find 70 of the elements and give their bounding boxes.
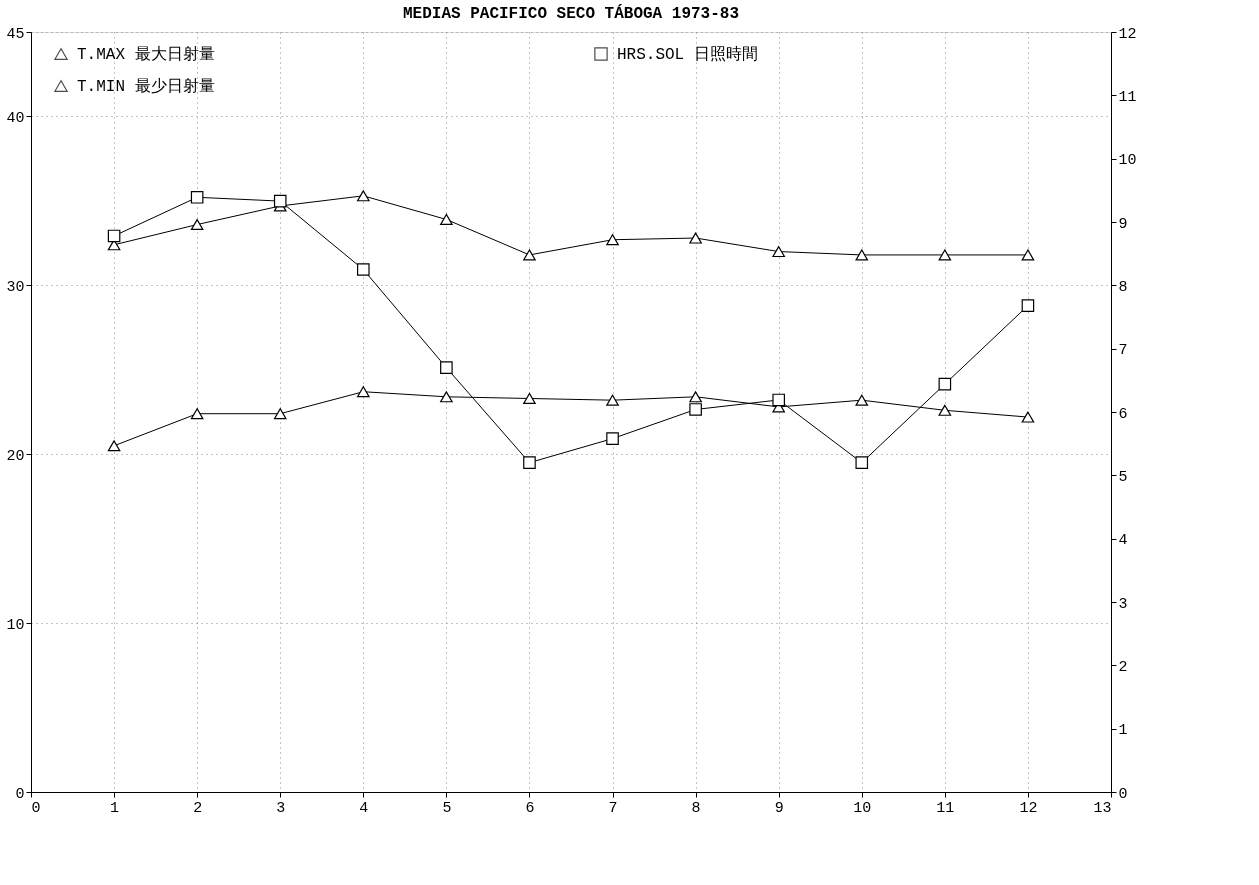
y2-tick-label: 6 [1118,405,1128,423]
point [938,404,952,416]
legend-label: HRS.SOL 日照時間 [617,45,758,64]
point [190,408,204,420]
point [190,191,204,204]
point [357,190,370,202]
y2-tick-label: 7 [1118,342,1128,360]
point [689,403,702,416]
x-tick-label: 6 [525,799,535,817]
y-tick-label: 30 [6,278,25,296]
y2-tick-label: 2 [1118,658,1128,676]
point [440,213,453,225]
point [855,249,869,261]
point [689,232,702,244]
point [357,386,370,398]
y-tick-label: 10 [6,616,25,634]
point [606,234,619,246]
y2-tick-label: 12 [1118,25,1137,43]
point [107,229,121,243]
point [523,392,536,405]
x-tick-label: 11 [936,799,955,817]
y2-tick-label: 0 [1118,785,1128,803]
x-tick-label: 0 [31,799,41,817]
point [938,377,952,391]
y2-tick-label: 8 [1118,278,1128,296]
point [1021,249,1035,261]
x-tick-label: 10 [853,799,872,817]
point [1021,299,1035,312]
point [855,456,869,469]
point [855,394,869,406]
point [772,393,785,407]
y2-tick-label: 10 [1118,152,1137,170]
y-tick-label: 0 [15,785,25,803]
y2-tick-label: 11 [1118,88,1137,106]
point [440,391,453,403]
point [1021,411,1035,423]
legend-label: T.MIN 最少日射量 [77,77,215,96]
x-tick-label: 2 [193,799,203,817]
x-tick-label: 5 [442,799,452,817]
y-tick-label: 20 [6,447,25,465]
point [606,394,619,406]
point [606,432,619,445]
point [440,361,453,374]
x-tick-label: 13 [1093,799,1112,817]
point [357,263,370,276]
point [772,246,785,258]
x-tick-label: 1 [110,799,120,817]
chart-title: MEDIAS PACIFICO SECO TÁBOGA 1973-83 [402,4,740,23]
y2-tick-label: 4 [1118,532,1128,550]
point [107,440,121,452]
point [190,219,204,231]
x-tick-label: 4 [359,799,369,817]
y-tick-label: 45 [6,25,25,43]
y-tick-label: 40 [6,109,25,127]
y2-tick-label: 1 [1118,722,1128,740]
x-tick-label: 12 [1019,799,1038,817]
legend-label: T.MAX 最大日射量 [77,45,215,64]
x-tick-label: 7 [608,799,618,817]
point [523,456,536,469]
y2-tick-label: 3 [1118,595,1128,613]
x-tick-label: 8 [691,799,701,817]
y2-tick-label: 9 [1118,215,1128,233]
x-tick-label: 3 [276,799,286,817]
point [938,249,952,261]
y2-tick-label: 5 [1118,468,1128,486]
point [273,408,287,420]
point [689,391,702,403]
point [273,194,287,208]
point [523,249,536,261]
x-tick-label: 9 [774,799,784,817]
